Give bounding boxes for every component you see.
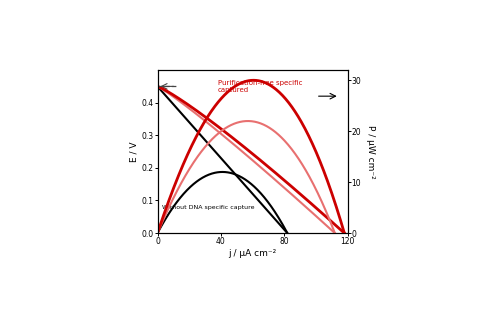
Text: Purification-free specific
captured: Purification-free specific captured <box>218 80 302 93</box>
Text: Without DNA specific capture: Without DNA specific capture <box>162 205 255 210</box>
X-axis label: j / μA cm⁻²: j / μA cm⁻² <box>228 249 276 258</box>
Y-axis label: E / V: E / V <box>130 141 138 162</box>
Y-axis label: P / μW cm⁻²: P / μW cm⁻² <box>366 125 374 178</box>
